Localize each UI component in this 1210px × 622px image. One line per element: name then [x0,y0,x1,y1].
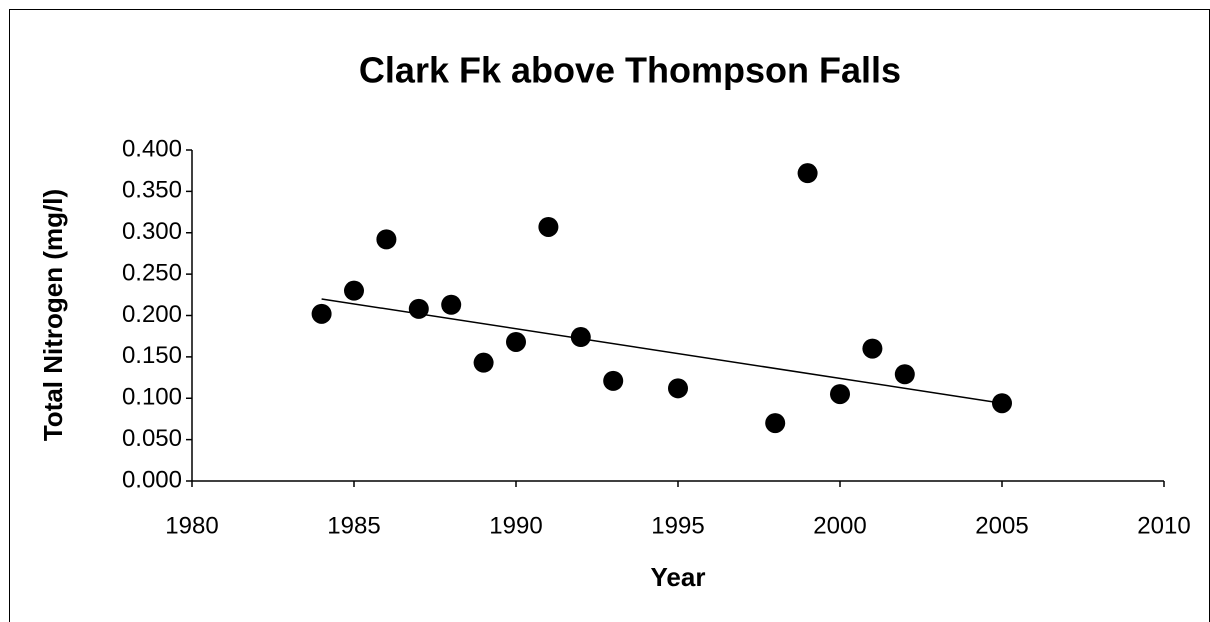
x-tick-label: 1985 [327,512,380,539]
data-point [894,364,915,385]
data-point [992,393,1012,414]
data-point [408,298,429,319]
data-point [473,352,494,373]
data-point [376,229,397,250]
data-point [538,216,559,237]
x-tick-label: 2005 [975,512,1028,539]
y-tick-label: 0.000 [122,466,182,493]
y-tick-label: 0.400 [122,135,182,162]
x-tick-label: 2000 [813,512,866,539]
data-point [311,303,332,324]
data-point [344,280,364,301]
y-tick-label: 0.150 [122,342,182,369]
x-tick-label: 1980 [165,512,218,539]
data-point [441,294,462,315]
y-tick-label: 0.050 [122,425,182,452]
y-tick-label: 0.250 [122,259,182,286]
data-point [570,327,591,348]
chart-title: Clark Fk above Thompson Falls [359,50,901,91]
data-point [797,163,818,184]
x-tick-label: 2010 [1137,512,1190,539]
y-axis-title: Total Nitrogen (mg/l) [38,189,68,441]
trend-line [321,298,1003,404]
data-point [830,384,850,405]
data-point [603,370,624,391]
data-point [862,338,883,359]
y-tick-label: 0.100 [122,384,182,411]
y-tick-label: 0.200 [122,301,182,328]
y-tick-label: 0.300 [122,218,182,245]
data-point [765,413,786,434]
y-tick-label: 0.350 [122,177,182,204]
x-tick-label: 1995 [651,512,704,539]
x-axis-title: Year [651,562,706,592]
data-point [506,331,526,352]
data-point [668,378,688,399]
x-tick-label: 1990 [489,512,542,539]
